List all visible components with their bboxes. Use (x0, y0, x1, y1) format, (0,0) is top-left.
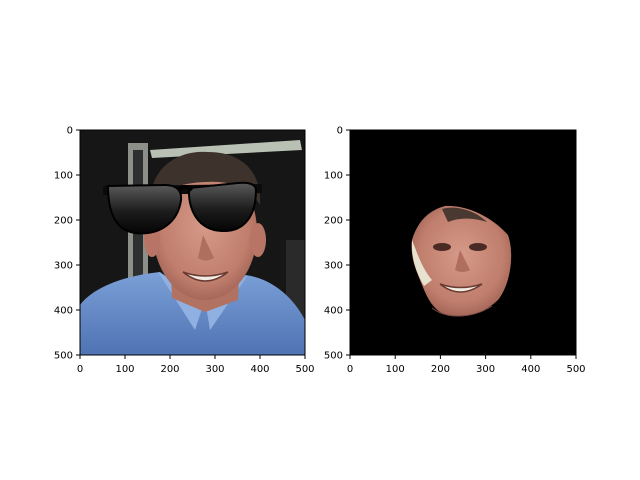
sunglasses-lens-left (106, 183, 183, 235)
left-ytick-label: 500 (54, 351, 73, 362)
left-ytick-label: 100 (54, 171, 73, 182)
left-image (80, 130, 305, 355)
right-xtick-label: 100 (386, 364, 405, 375)
right-face-cutout (411, 205, 512, 317)
left-xticks: 0 100 200 300 400 500 (77, 355, 315, 375)
right-xtick-label: 400 (521, 364, 540, 375)
right-cheek-edge (411, 240, 432, 286)
left-ytick-label: 200 (54, 216, 73, 227)
left-xtick-label: 100 (115, 364, 134, 375)
left-xtick-label: 400 (250, 364, 269, 375)
right-xtick-label: 0 (347, 364, 353, 375)
left-xtick-label: 0 (77, 364, 83, 375)
right-ytick-label: 500 (324, 351, 343, 362)
sunglasses-bridge (176, 185, 194, 192)
right-hair-fringe (442, 207, 487, 222)
sunglasses-icon (103, 181, 262, 235)
left-yticks: 0 100 200 300 400 500 (54, 126, 80, 362)
right-xtick-label: 500 (566, 364, 585, 375)
left-light-bar (150, 140, 302, 158)
left-hair (150, 151, 261, 205)
right-ytick-label: 0 (337, 126, 343, 137)
right-ytick-label: 200 (324, 216, 343, 227)
left-ear-right (250, 223, 266, 257)
right-xtick-label: 300 (476, 364, 495, 375)
right-xticks: 0 100 200 300 400 500 (347, 355, 586, 375)
left-xtick-label: 200 (160, 364, 179, 375)
right-axes-frame (349, 129, 577, 356)
left-axes-frame (79, 129, 306, 356)
left-ytick-label: 300 (54, 261, 73, 272)
sunglasses-lens-right (187, 181, 258, 233)
left-xtick-label: 300 (205, 364, 224, 375)
right-eye-left (433, 243, 451, 251)
right-mouth (439, 283, 483, 293)
right-xtick-label: 200 (431, 364, 450, 375)
right-ytick-label: 400 (324, 306, 343, 317)
left-axes: 0 100 200 300 400 500 0 100 200 300 400 500 (54, 126, 315, 376)
right-image (350, 130, 576, 355)
right-nose (455, 250, 470, 272)
left-nose (198, 235, 214, 261)
left-ytick-label: 400 (54, 306, 73, 317)
left-xtick-label: 500 (295, 364, 314, 375)
right-ytick-label: 300 (324, 261, 343, 272)
left-ytick-label: 0 (67, 126, 73, 137)
right-axes: 0 100 200 300 400 500 0 100 200 300 400 500 (324, 126, 586, 376)
left-mouth (182, 271, 229, 282)
right-yticks: 0 100 200 300 400 500 (324, 126, 350, 362)
right-eye-right (469, 243, 487, 251)
right-ytick-label: 100 (324, 171, 343, 182)
right-chin-cutoff (431, 305, 493, 317)
